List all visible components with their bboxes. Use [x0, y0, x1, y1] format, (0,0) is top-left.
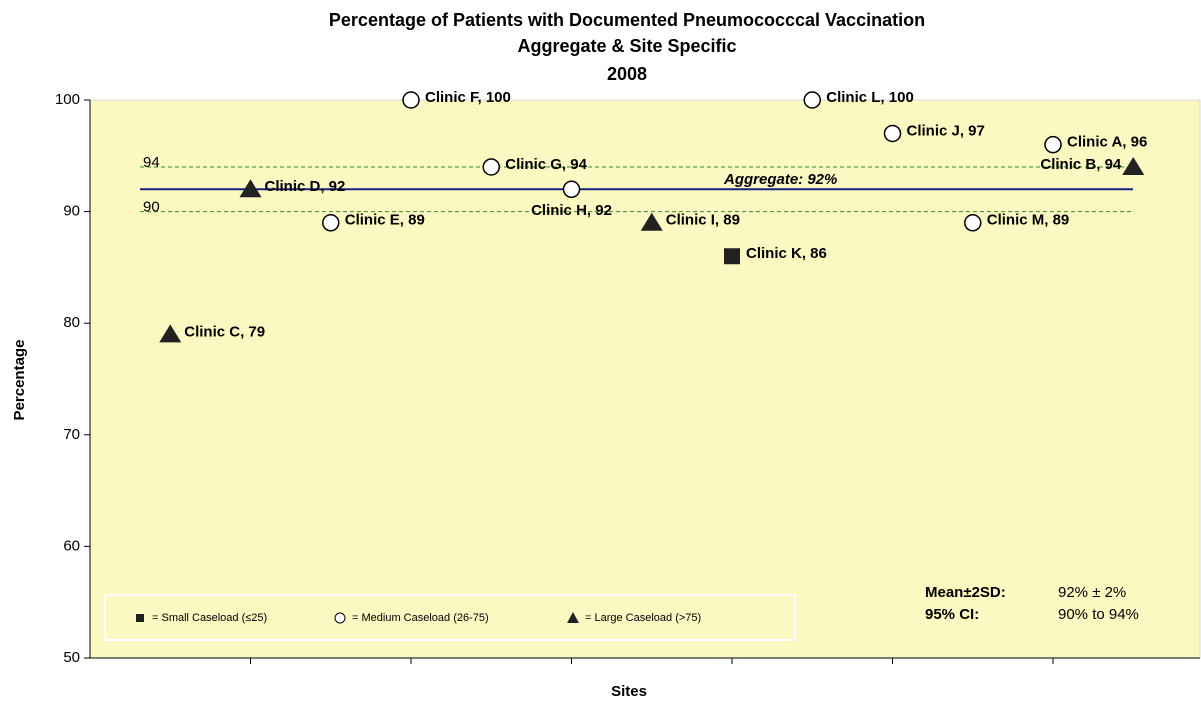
legend-marker	[136, 614, 144, 622]
y-tick-label: 80	[63, 314, 80, 331]
y-tick-label: 70	[63, 426, 80, 443]
point	[883, 124, 902, 143]
data-label: Clinic G, 94	[505, 156, 587, 173]
data-label: Clinic I, 89	[666, 212, 740, 229]
data-label: Clinic K, 86	[746, 245, 827, 262]
data-label: Clinic B, 94	[1040, 156, 1122, 173]
y-tick-label: 90	[63, 203, 80, 220]
y-tick-label: 50	[63, 649, 80, 666]
y-tick-label: 100	[55, 91, 80, 108]
point	[239, 179, 262, 198]
legend-label: = Small Caseload (≤25)	[152, 612, 267, 624]
reference-label: Aggregate: 92%	[723, 171, 837, 188]
reference-label: 94	[143, 154, 160, 171]
reference-label: 90	[143, 199, 160, 216]
point	[402, 91, 420, 109]
data-label: Clinic F, 100	[425, 89, 511, 106]
point	[964, 214, 982, 232]
data-label: Clinic M, 89	[987, 212, 1070, 229]
data-label: Clinic E, 89	[345, 212, 425, 229]
data-label: Clinic D, 92	[265, 178, 346, 195]
stat-value: 92% ± 2%	[1058, 584, 1126, 601]
stat-label: Mean±2SD:	[925, 584, 1006, 601]
legend-label: = Medium Caseload (26-75)	[352, 612, 489, 624]
data-label: Clinic L, 100	[826, 89, 914, 106]
point	[482, 158, 500, 176]
chart-subtitle: Aggregate & Site Specific	[517, 36, 736, 56]
y-tick-label: 60	[63, 537, 80, 554]
chart-subtitle: 2008	[607, 64, 647, 84]
point	[640, 212, 663, 231]
data-label: Clinic H, 92	[531, 202, 612, 219]
stat-value: 90% to 94%	[1058, 606, 1139, 623]
point	[724, 248, 740, 265]
chart-title: Percentage of Patients with Documented P…	[329, 10, 925, 30]
legend-label: = Large Caseload (>75)	[585, 612, 701, 624]
data-label: Clinic C, 79	[184, 323, 265, 340]
point	[322, 214, 340, 232]
point	[1044, 135, 1062, 154]
point	[562, 180, 581, 199]
legend-marker	[334, 612, 346, 624]
legend-marker	[567, 612, 579, 623]
legend-box	[104, 594, 796, 641]
point	[803, 91, 821, 109]
point	[159, 324, 182, 343]
x-axis-label: Sites	[611, 683, 647, 700]
point	[1122, 156, 1145, 175]
data-label: Clinic J, 97	[907, 122, 985, 139]
stat-label: 95% CI:	[925, 606, 979, 623]
data-label: Clinic A, 96	[1067, 134, 1147, 151]
y-axis-label: Percentage	[11, 340, 28, 421]
plot-area	[89, 99, 1201, 659]
